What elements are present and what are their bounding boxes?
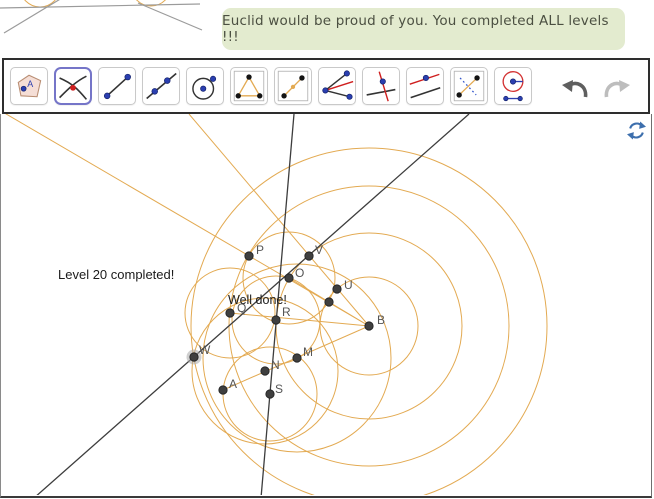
point-label-M: M [303, 345, 313, 359]
parallel-line-tool-button[interactable] [406, 67, 444, 105]
point-label-A: A [229, 377, 237, 391]
construction-black-line[interactable] [34, 114, 470, 495]
point-P[interactable] [244, 251, 254, 261]
redo-button[interactable] [602, 72, 632, 100]
point-label-V: V [315, 243, 323, 257]
construction-circle[interactable] [184, 267, 276, 359]
point-T[interactable] [324, 297, 334, 307]
point-S[interactable] [265, 389, 275, 399]
intersect-icon [59, 75, 88, 100]
point-R[interactable] [271, 315, 281, 325]
intersect-tool-button[interactable] [54, 67, 92, 105]
construction-line[interactable] [229, 312, 370, 327]
refresh-icon [626, 121, 646, 140]
point-label-Q: Q [237, 301, 246, 315]
segment-tool-button[interactable] [98, 67, 136, 105]
perpendicular-bisector-tool-button[interactable] [450, 67, 488, 105]
angle-bisector-tool-button[interactable] [318, 67, 356, 105]
undo-icon [562, 80, 588, 98]
perpendicular-line-icon [366, 71, 396, 102]
construction-black-line[interactable] [260, 114, 295, 495]
point-V[interactable] [304, 251, 314, 261]
point-label-O: O [295, 266, 304, 280]
parallel-line-icon [409, 73, 441, 99]
point-B[interactable] [364, 321, 374, 331]
construction-drawing[interactable]: Level 20 completed! Well done! P VO U Q R B W M N A… [1, 114, 651, 495]
point-W[interactable] [189, 352, 199, 362]
segment-icon [103, 73, 131, 100]
point-label-B: B [377, 313, 385, 327]
circle-icon [192, 75, 217, 100]
refresh-button[interactable] [626, 121, 646, 141]
previous-construction-figure [0, 0, 203, 34]
undo-button[interactable] [560, 72, 590, 100]
point-label-U: U [344, 278, 353, 292]
point-label-W: W [199, 343, 211, 357]
canvas-text: Level 20 completed! [58, 267, 174, 282]
construction-circle[interactable] [231, 275, 321, 365]
success-message-banner: Euclid would be proud of you. You comple… [222, 8, 625, 50]
success-message-text: Euclid would be proud of you. You comple… [222, 13, 609, 45]
polygon-icon [233, 70, 265, 102]
point-U[interactable] [332, 284, 342, 294]
angle-bisector-icon [322, 70, 354, 100]
point-Q[interactable] [225, 308, 235, 318]
construction-line[interactable] [137, 2, 203, 31]
point-M[interactable] [292, 353, 302, 363]
polygon-tool-button[interactable] [230, 67, 268, 105]
geometry-toolbar: A [2, 58, 650, 114]
compass-tool-button[interactable] [494, 67, 532, 105]
geometry-canvas[interactable]: Level 20 completed! Well done! P V O U Q R B W M N A… [0, 114, 652, 498]
line-tool-button[interactable] [142, 67, 180, 105]
canvas-text: Well done! [228, 293, 287, 307]
svg-text:A: A [27, 79, 33, 89]
midpoint-tool-button[interactable] [274, 67, 312, 105]
perpendicular-line-tool-button[interactable] [362, 67, 400, 105]
construction-circle[interactable] [190, 147, 548, 495]
point-N[interactable] [260, 366, 270, 376]
construction-circle[interactable] [202, 263, 392, 453]
midpoint-icon [277, 70, 309, 102]
point-label-R: R [282, 305, 291, 319]
construction-line[interactable] [0, 3, 201, 9]
point-O[interactable] [284, 273, 294, 283]
move-tool-button[interactable]: A [10, 67, 48, 105]
point-label-S: S [275, 382, 283, 396]
point-label-N: N [271, 358, 280, 372]
move-icon: A [17, 74, 42, 98]
circle-tool-button[interactable] [186, 67, 224, 105]
construction-line[interactable] [1, 114, 370, 327]
construction-circle[interactable] [131, 0, 171, 7]
point-label-P: P [256, 243, 264, 257]
construction-line[interactable] [3, 0, 62, 34]
history-controls [560, 72, 632, 100]
redo-icon [604, 80, 630, 98]
compass-icon [502, 71, 524, 102]
perpendicular-bisector-icon [453, 70, 485, 102]
line-icon [146, 72, 177, 100]
point-A[interactable] [218, 385, 228, 395]
